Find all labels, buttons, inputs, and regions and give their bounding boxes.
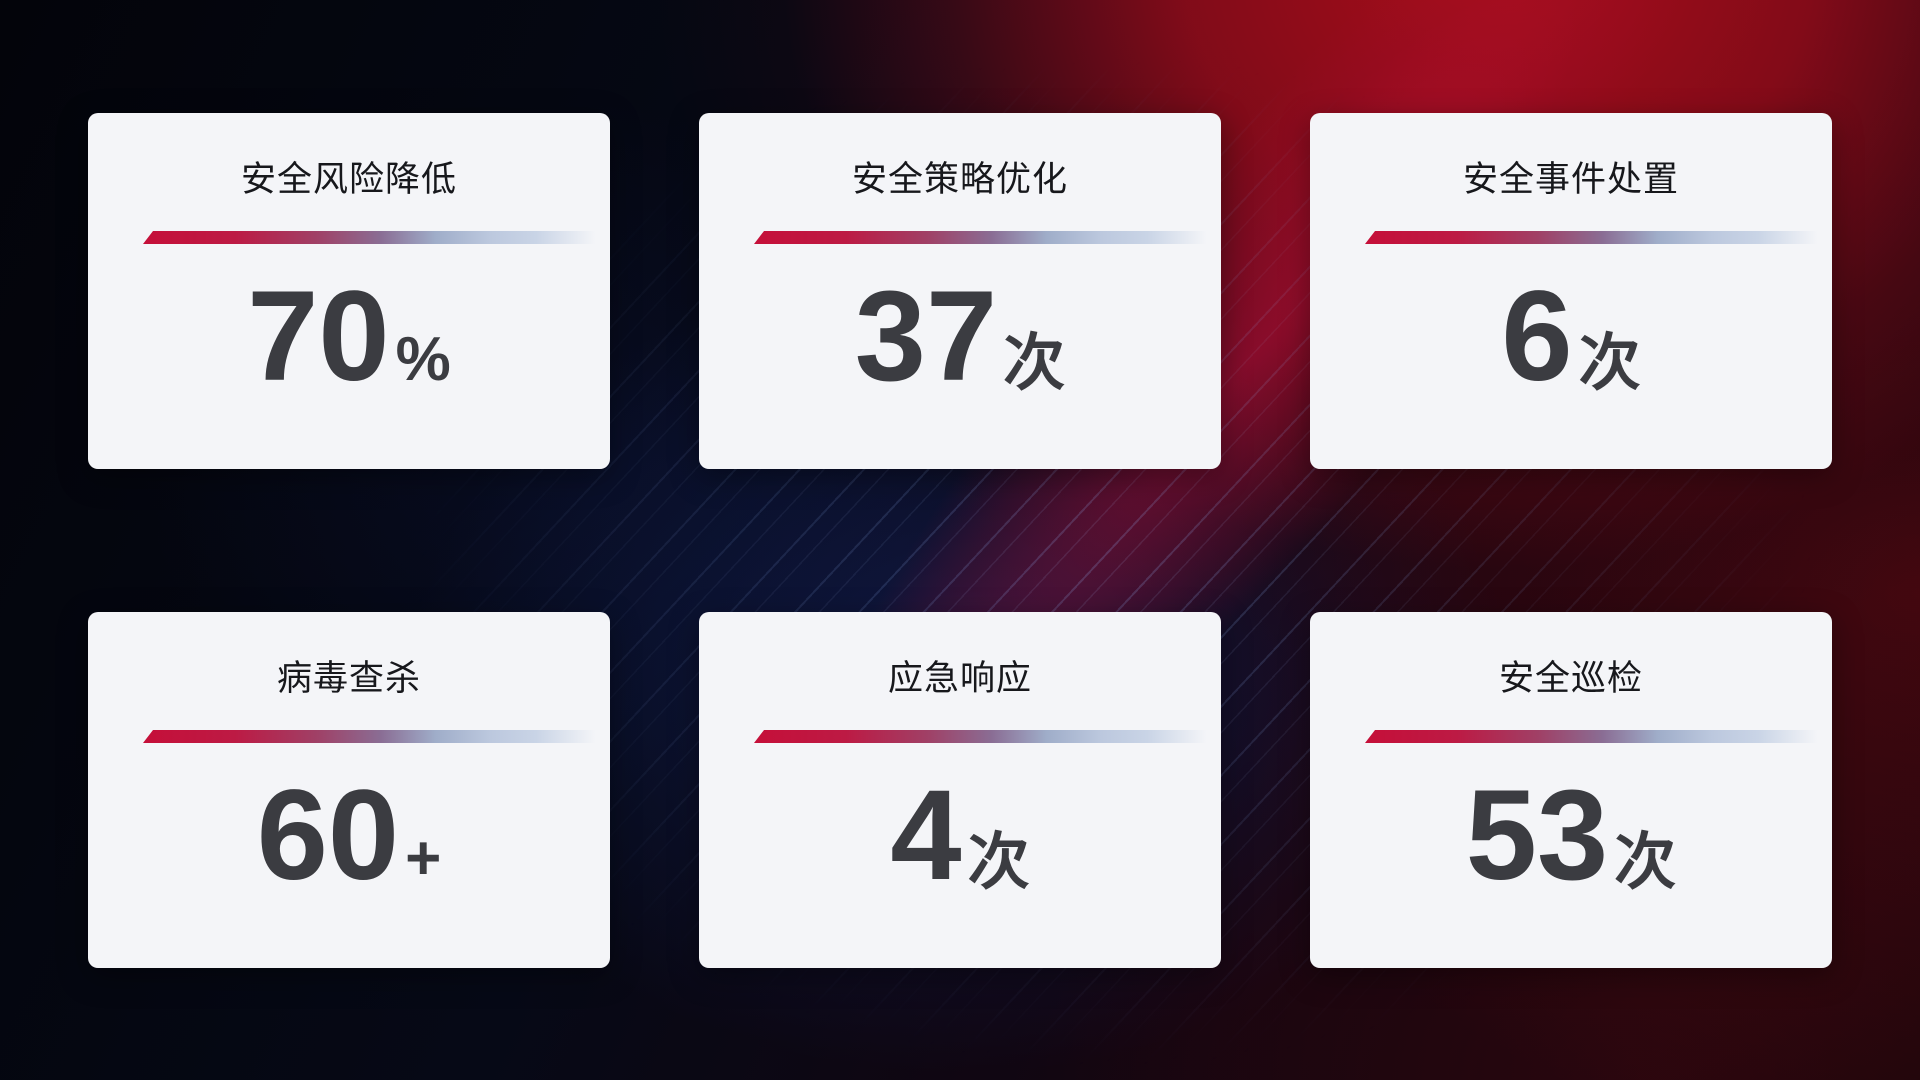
stat-value: 53次 bbox=[1310, 772, 1832, 927]
stat-card-virus-scan: 病毒查杀 60+ bbox=[88, 612, 610, 968]
stat-number: 60 bbox=[256, 764, 400, 907]
stat-value: 60+ bbox=[88, 772, 610, 923]
stat-number: 70 bbox=[247, 265, 390, 408]
accent-underline bbox=[143, 231, 600, 244]
stat-number: 37 bbox=[854, 265, 998, 408]
stat-suffix: 次 bbox=[1578, 328, 1641, 398]
stat-suffix: 次 bbox=[1003, 328, 1066, 398]
stat-card-incident-handling: 安全事件处置 6次 bbox=[1310, 113, 1832, 469]
stat-suffix: 次 bbox=[1614, 827, 1677, 897]
stat-title: 安全巡检 bbox=[1498, 659, 1643, 698]
stat-card-policy-optimization: 安全策略优化 37次 bbox=[699, 113, 1221, 469]
accent-underline bbox=[754, 231, 1211, 244]
stat-title: 安全事件处置 bbox=[1462, 160, 1679, 199]
stat-title: 安全策略优化 bbox=[851, 160, 1068, 199]
stat-card-security-inspection: 安全巡检 53次 bbox=[1310, 612, 1832, 968]
stat-number: 6 bbox=[1501, 265, 1573, 408]
stat-card-emergency-response: 应急响应 4次 bbox=[699, 612, 1221, 968]
stat-value: 70% bbox=[88, 273, 610, 424]
stat-suffix: % bbox=[395, 325, 451, 394]
stat-title: 病毒查杀 bbox=[276, 659, 421, 698]
accent-underline bbox=[1365, 730, 1822, 743]
stat-suffix: + bbox=[405, 824, 442, 893]
accent-underline bbox=[754, 730, 1211, 743]
stat-number: 53 bbox=[1465, 764, 1609, 907]
stat-title: 应急响应 bbox=[887, 659, 1032, 698]
stat-card-risk-reduction: 安全风险降低 70% bbox=[88, 113, 610, 469]
stat-value: 4次 bbox=[699, 772, 1221, 927]
accent-underline bbox=[1365, 231, 1822, 244]
stat-title: 安全风险降低 bbox=[240, 160, 457, 199]
stat-value: 6次 bbox=[1310, 273, 1832, 428]
stat-value: 37次 bbox=[699, 273, 1221, 428]
stat-suffix: 次 bbox=[967, 827, 1030, 897]
stat-number: 4 bbox=[890, 764, 962, 907]
accent-underline bbox=[143, 730, 600, 743]
